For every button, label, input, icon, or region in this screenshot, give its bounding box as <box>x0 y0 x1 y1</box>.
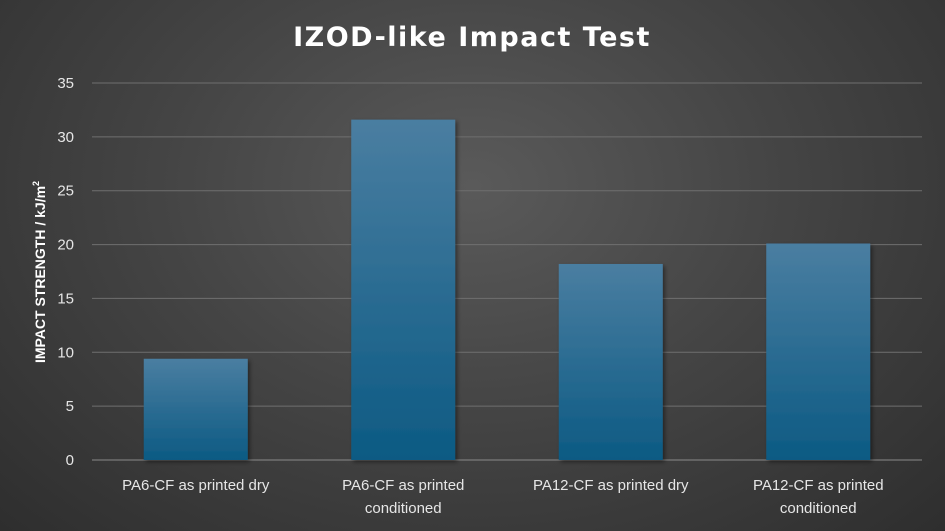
y-tick-label: 15 <box>57 290 74 307</box>
x-category-label: PA6-CF as printed dry <box>122 477 270 494</box>
y-tick-label: 0 <box>66 452 74 469</box>
x-category-label-line: PA6-CF as printed dry <box>122 477 270 494</box>
y-tick-label: 5 <box>66 398 74 415</box>
bar <box>766 243 871 460</box>
x-category-label: PA6-CF as printed conditioned <box>342 477 464 517</box>
y-tick-label: 10 <box>57 344 74 361</box>
bar <box>351 119 456 460</box>
y-axis-label-text: IMPACT STRENGTH / kJ/m <box>32 186 48 363</box>
x-category-label-line: conditioned <box>780 500 857 517</box>
bar <box>558 263 663 460</box>
y-axis-label-superscript: 2 <box>31 181 41 186</box>
y-axis-label: IMPACT STRENGTH / kJ/m2 <box>31 181 48 363</box>
y-tick-label: 35 <box>57 75 74 92</box>
x-axis-labels: PA6-CF as printed dry PA6-CF as printed co… <box>122 477 883 517</box>
y-tick-label: 20 <box>57 237 74 254</box>
x-category-label-line: conditioned <box>365 500 442 517</box>
y-tick-label: 30 <box>57 129 74 146</box>
bars <box>143 119 871 460</box>
x-category-label: PA12-CF as printed dry <box>533 477 689 494</box>
x-category-label-line: PA12-CF as printed <box>753 477 884 494</box>
chart-title: IZOD-like Impact Test <box>293 22 651 53</box>
x-category-label-line: PA12-CF as printed dry <box>533 477 689 494</box>
x-category-label-line: PA6-CF as printed <box>342 477 464 494</box>
bar <box>143 358 248 460</box>
x-category-label: PA12-CF as printed conditioned <box>753 477 884 517</box>
y-axis-ticks: 0 5 10 15 20 25 30 35 <box>57 75 74 469</box>
y-tick-label: 25 <box>57 183 74 200</box>
